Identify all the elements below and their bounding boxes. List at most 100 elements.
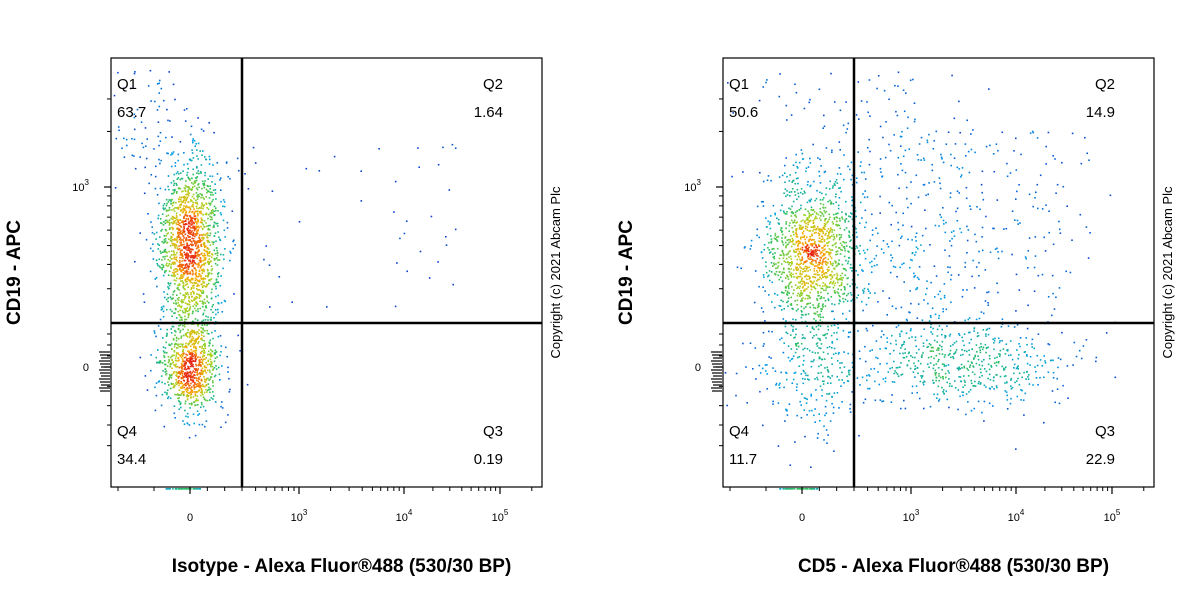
event-dot — [182, 283, 185, 285]
event-dot — [818, 230, 821, 232]
event-dot — [181, 355, 184, 357]
event-dot — [209, 191, 212, 194]
event-dot — [190, 391, 192, 394]
event-dot — [209, 232, 212, 235]
event-dot — [165, 370, 168, 372]
event-dot — [208, 363, 211, 365]
event-dot — [966, 225, 968, 228]
event-dot — [200, 295, 202, 297]
event-dot — [797, 177, 799, 179]
event-dot — [806, 266, 809, 269]
event-dot — [195, 368, 197, 370]
event-dot — [811, 326, 814, 328]
event-dot — [836, 234, 838, 236]
event-dot — [814, 287, 817, 290]
event-dot — [149, 247, 152, 250]
event-dot — [177, 153, 180, 156]
event-dot — [812, 304, 814, 306]
event-dot — [143, 301, 146, 303]
event-dot — [178, 366, 181, 369]
event-dot — [837, 353, 840, 355]
event-dot — [918, 348, 920, 351]
event-dot — [201, 320, 203, 323]
event-dot — [1016, 324, 1019, 326]
event-dot — [837, 207, 840, 210]
event-dot — [776, 294, 779, 296]
event-dot — [1041, 208, 1044, 210]
event-dot — [159, 218, 162, 220]
event-dot — [832, 223, 834, 225]
event-dot — [945, 143, 948, 145]
event-dot — [190, 372, 193, 375]
event-dot — [836, 182, 839, 184]
event-dot — [217, 308, 219, 311]
event-dot — [915, 385, 918, 387]
event-dot — [193, 384, 195, 387]
event-dot — [950, 244, 953, 247]
event-dot — [809, 276, 811, 279]
event-dot — [185, 210, 187, 213]
event-dot — [980, 183, 983, 186]
event-dot — [217, 335, 220, 338]
event-dot — [191, 270, 194, 273]
event-dot — [187, 377, 189, 380]
event-dot — [205, 366, 208, 369]
event-dot — [801, 292, 804, 295]
event-dot — [783, 212, 785, 214]
event-dot — [176, 347, 179, 349]
event-dot — [199, 385, 202, 388]
event-dot — [165, 308, 168, 311]
event-dot — [794, 251, 796, 253]
event-dot — [793, 289, 795, 291]
event-dot — [987, 377, 989, 380]
event-dot — [805, 274, 808, 276]
event-dot — [788, 268, 790, 270]
event-dot — [189, 362, 191, 364]
event-dot — [813, 280, 816, 283]
event-dot — [186, 280, 188, 283]
event-dot — [788, 230, 790, 232]
event-dot — [851, 204, 853, 207]
event-dot — [173, 405, 176, 407]
event-dot — [194, 277, 197, 280]
event-dot — [1036, 183, 1039, 186]
event-dot — [988, 373, 991, 376]
event-dot — [813, 267, 816, 270]
event-dot — [922, 381, 924, 384]
event-dot — [797, 244, 799, 246]
event-dot — [890, 401, 893, 403]
event-dot — [943, 356, 946, 358]
event-dot — [1025, 337, 1027, 339]
event-dot — [193, 388, 196, 390]
event-dot — [900, 306, 903, 309]
event-dot — [151, 231, 154, 234]
event-dot — [781, 309, 783, 311]
event-dot — [865, 303, 868, 306]
event-dot — [169, 374, 172, 377]
event-dot — [871, 260, 873, 263]
event-dot — [804, 306, 807, 308]
event-dot — [794, 211, 797, 214]
event-dot — [190, 382, 192, 385]
event-dot — [139, 232, 141, 234]
event-dot — [974, 354, 976, 357]
event-dot — [212, 344, 214, 347]
event-dot — [815, 228, 817, 231]
event-dot — [802, 285, 805, 288]
event-dot — [798, 226, 801, 229]
event-dot — [920, 335, 923, 338]
event-dot — [175, 343, 178, 345]
event-dot — [796, 198, 798, 201]
x-tick-label: 104 — [396, 508, 413, 524]
event-dot — [823, 257, 825, 260]
event-dot — [889, 353, 891, 355]
event-dot — [174, 393, 176, 396]
event-dot — [970, 133, 972, 135]
event-dot — [891, 366, 893, 369]
event-dot — [963, 366, 966, 369]
event-dot — [197, 414, 199, 416]
event-dot — [168, 199, 170, 201]
event-dot — [201, 345, 203, 348]
event-dot — [773, 237, 776, 240]
event-dot — [804, 320, 807, 323]
